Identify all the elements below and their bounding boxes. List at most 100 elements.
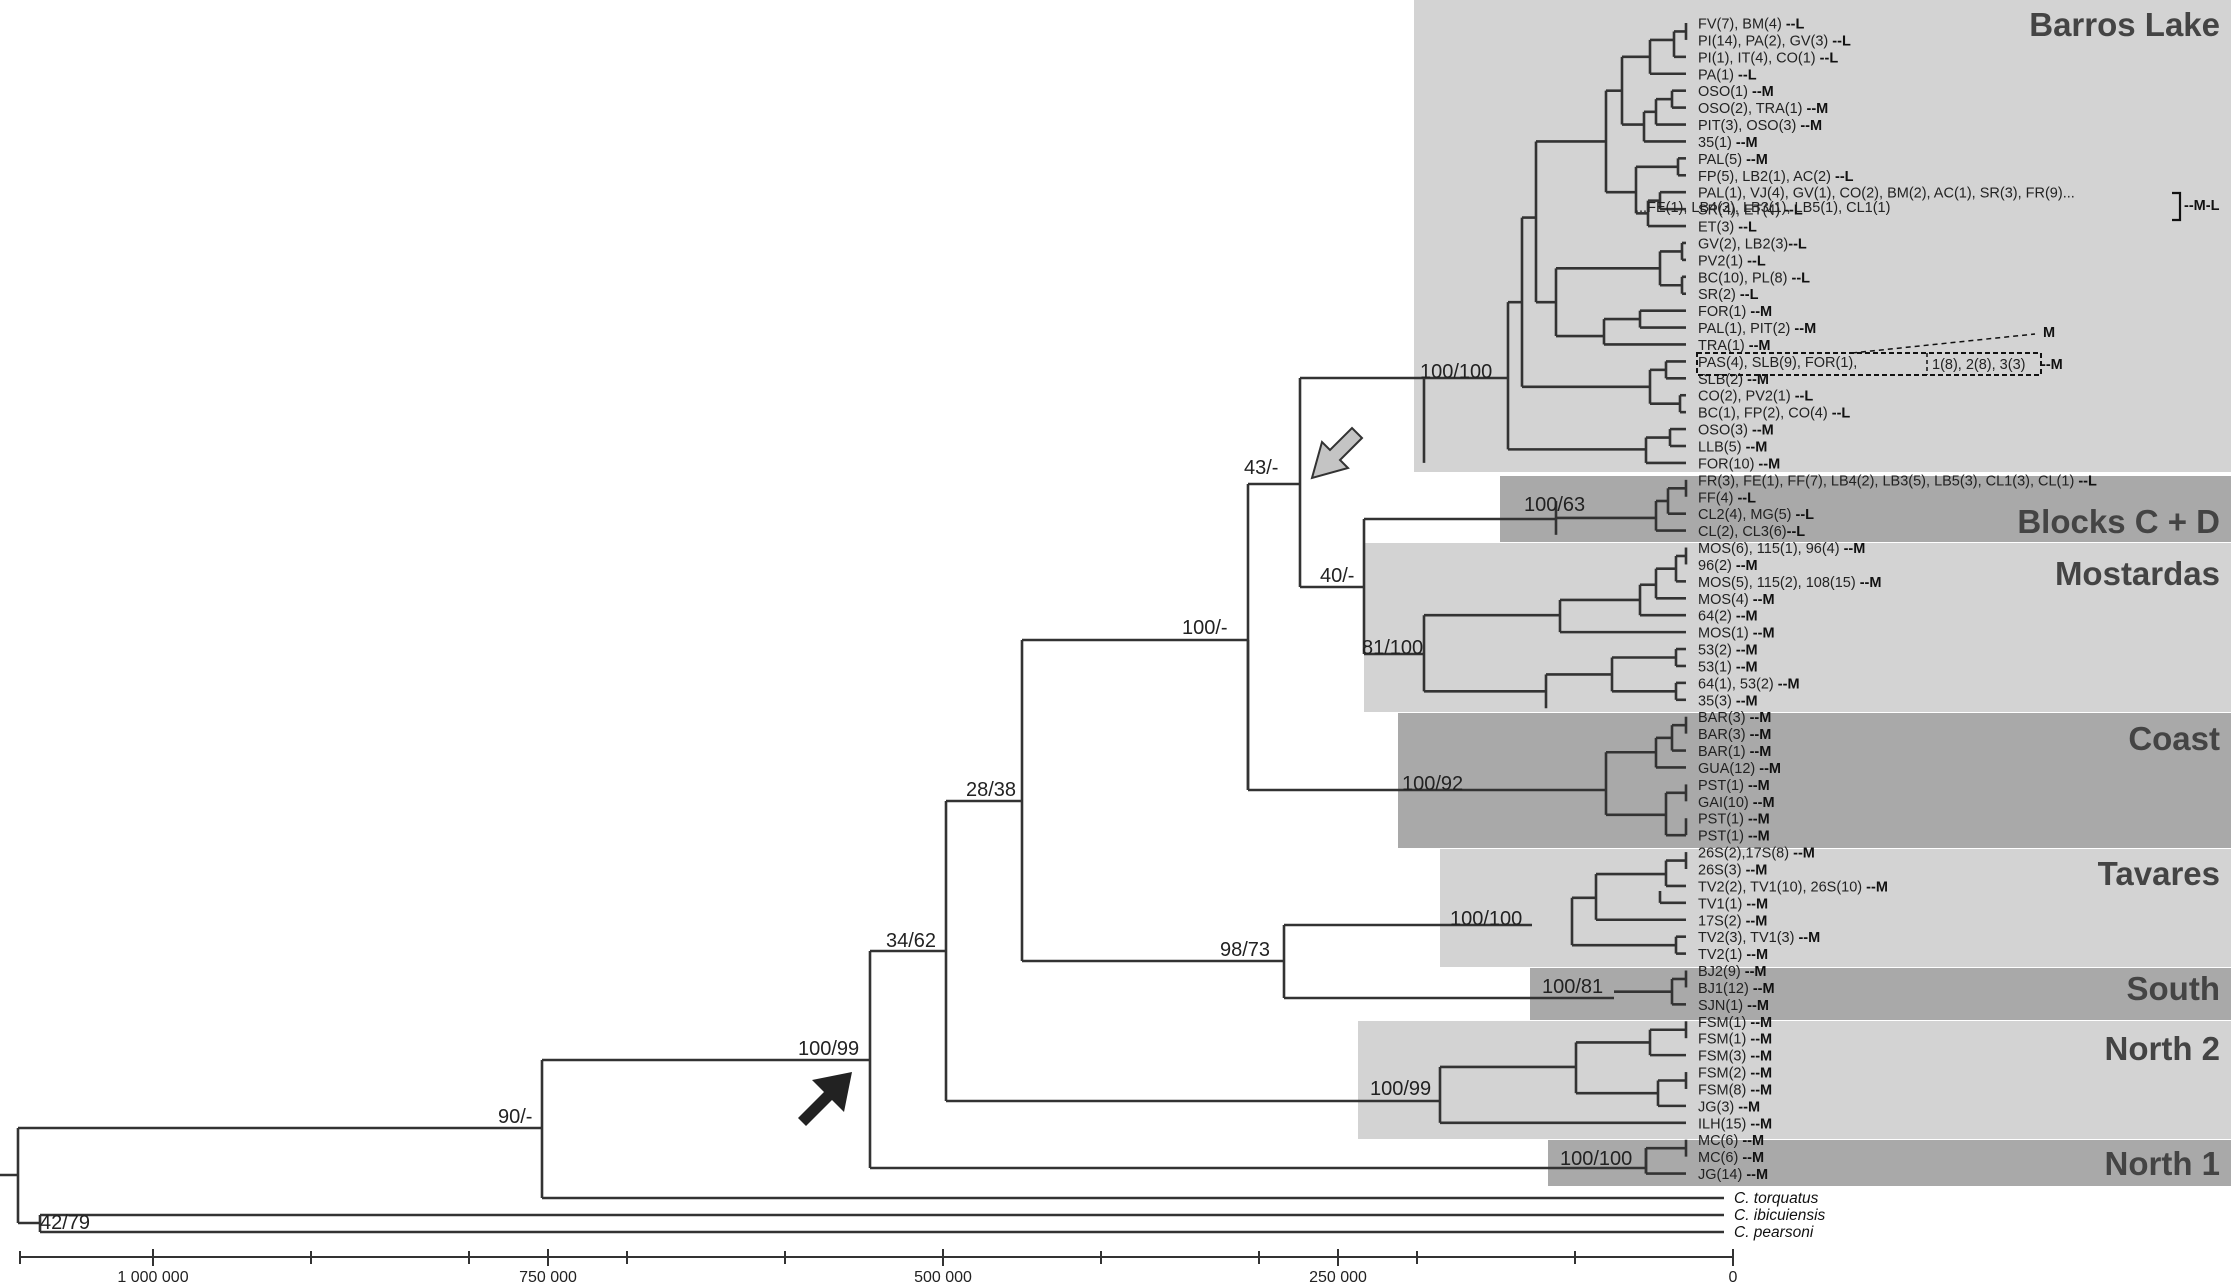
leaf-label: SR(2) --L: [1698, 287, 1759, 303]
clade-label-barros: Barros Lake: [2029, 6, 2220, 43]
clade-label-south: South: [2127, 970, 2220, 1007]
leaf-label: FOR(10) --M: [1698, 456, 1780, 472]
time-axis: 1 000 000 750 000 500 000 250 000 0: [19, 1249, 1738, 1284]
gray-arrow-icon: [1310, 426, 1364, 480]
leaf-label: ILH(15) --M: [1698, 1116, 1772, 1132]
pas-continuation: 1(8), 2(8), 3(3): [1932, 357, 2025, 373]
clade-band-south: [1530, 968, 2231, 1020]
leaf-label: PIT(3), OSO(3) --M: [1698, 118, 1822, 134]
clade-band-mostardas: [1364, 543, 2231, 712]
leaf-label: PA(1) --L: [1698, 67, 1757, 83]
leaf-label: TV1(1) --M: [1698, 896, 1768, 912]
leaf-label: 64(1), 53(2) --M: [1698, 676, 1800, 692]
support-coast: 100/92: [1402, 773, 1463, 795]
leaf-label: ET(3) --L: [1698, 220, 1757, 236]
clade-band-blocks: [1500, 476, 2231, 542]
leaf-label: FSM(1) --M: [1698, 1015, 1772, 1031]
support-blocks: 100/63: [1524, 494, 1585, 516]
leaf-label: LLB(5) --M: [1698, 440, 1767, 456]
pas-suffix: --M: [2041, 357, 2063, 373]
clade-label-tavares: Tavares: [2098, 855, 2220, 892]
leaf-label: JG(3) --M: [1698, 1099, 1760, 1115]
leaf-label: TRA(1) --M: [1698, 338, 1771, 354]
clade-band-barros: [1414, 0, 2231, 472]
leaf-label: MC(6) --M: [1698, 1133, 1764, 1149]
support-n34: 34/62: [886, 930, 936, 952]
leaf-label: 17S(2) --M: [1698, 913, 1767, 929]
tree-branches: [0, 23, 1724, 1234]
clade-band-coast: [1398, 713, 2231, 848]
pal-continuation: ...FE(1), LB4(3), LB3(1), LB5(1), CL1(1): [1635, 200, 1890, 216]
tra-label: M: [2043, 325, 2055, 341]
support-tavares: 100/100: [1450, 908, 1522, 930]
clade-label-north2: North 2: [2105, 1030, 2221, 1067]
support-n40: 40/-: [1320, 565, 1354, 587]
leaf-label: FR(3), FE(1), FF(7), LB4(2), LB3(5), LB5…: [1698, 473, 2097, 489]
leaf-label: 35(3) --M: [1698, 693, 1758, 709]
leaf-label: GAI(10) --M: [1698, 795, 1775, 811]
leaf-label: OSO(3) --M: [1698, 423, 1774, 439]
leaf-label: PAL(1), VJ(4), GV(1), CO(2), BM(2), AC(1…: [1698, 186, 2075, 202]
leaf-label: PAS(4), SLB(9), FOR(1),: [1698, 355, 1857, 371]
clade-label-north1: North 1: [2105, 1145, 2221, 1182]
support-n100: 100/-: [1182, 617, 1228, 639]
leaf-label: TV2(1) --M: [1698, 947, 1768, 963]
outgroup-label: C. ibicuiensis: [1734, 1207, 1826, 1224]
leaf-label: SJN(1) --M: [1698, 998, 1769, 1014]
leaf-label: FF(4) --L: [1698, 490, 1756, 506]
tra-dashed-line: [1851, 333, 2036, 354]
clade-band-north2: [1358, 1021, 2231, 1139]
leaf-label: FP(5), LB2(1), AC(2) --L: [1698, 169, 1854, 185]
axis-tick-label: 750 000: [519, 1269, 577, 1284]
leaf-label: GUA(12) --M: [1698, 761, 1781, 777]
support-n98: 98/73: [1220, 939, 1270, 961]
pal-bracket: [2172, 191, 2182, 222]
leaf-label: 26S(2),17S(8) --M: [1698, 846, 1815, 862]
leaf-label: BAR(3) --M: [1698, 727, 1771, 743]
leaf-label: TV2(2), TV1(10), 26S(10) --M: [1698, 879, 1888, 895]
leaf-label: PST(1) --M: [1698, 812, 1770, 828]
support-south: 100/81: [1542, 976, 1603, 998]
clade-label-blocks: Blocks C + D: [2017, 503, 2220, 540]
leaf-label: FV(7), BM(4) --L: [1698, 17, 1804, 33]
leaf-label: 35(1) --M: [1698, 135, 1758, 151]
clade-label-mostardas: Mostardas: [2055, 555, 2220, 592]
leaf-label: FOR(1) --M: [1698, 304, 1772, 320]
support-n90: 90/-: [498, 1106, 532, 1128]
support-n100b: 100/99: [798, 1038, 859, 1060]
leaf-label: JG(14) --M: [1698, 1167, 1768, 1183]
axis-tick-label: 0: [1729, 1269, 1738, 1284]
leaf-label: CL2(4), MG(5) --L: [1698, 507, 1814, 523]
leaf-label: 26S(3) --M: [1698, 863, 1767, 879]
leaf-label: PST(1) --M: [1698, 829, 1770, 845]
leaf-label: 53(1) --M: [1698, 659, 1758, 675]
leaf-label: PAL(1), PIT(2) --M: [1698, 321, 1816, 337]
leaf-label: TV2(3), TV1(3) --M: [1698, 930, 1820, 946]
pas-dashed-box: [1696, 352, 2042, 376]
axis-tick-label: 1 000 000: [117, 1269, 188, 1284]
leaf-label: CO(2), PV2(1) --L: [1698, 389, 1813, 405]
leaf-label: MOS(4) --M: [1698, 592, 1775, 608]
leaf-label: FSM(3) --M: [1698, 1049, 1772, 1065]
leaf-label: BJ2(9) --M: [1698, 964, 1767, 980]
support-n28: 28/38: [966, 779, 1016, 801]
leaf-label: FSM(1) --M: [1698, 1032, 1772, 1048]
axis-tick-label: 500 000: [914, 1269, 972, 1284]
leaf-label: PI(14), PA(2), GV(3) --L: [1698, 33, 1851, 49]
support-north1: 100/100: [1560, 1148, 1632, 1170]
leaf-label: MC(6) --M: [1698, 1150, 1764, 1166]
annotations: ...FE(1), LB4(3), LB3(1), LB5(1), CL1(1)…: [1635, 191, 2220, 376]
outgroup-label: C. torquatus: [1734, 1190, 1819, 1207]
leaf-label: SR(4), ET(4) --L: [1698, 203, 1803, 219]
support-north2: 100/99: [1370, 1078, 1431, 1100]
leaf-label: BAR(3) --M: [1698, 710, 1771, 726]
leaf-label: 96(2) --M: [1698, 558, 1758, 574]
support-n42: 42/79: [40, 1212, 90, 1234]
leaf-label: BJ1(12) --M: [1698, 981, 1775, 997]
leaf-label: OSO(2), TRA(1) --M: [1698, 101, 1828, 117]
support-values: 100/100 100/63 81/100 100/92 100/100 100/81 10…: [40, 361, 1632, 1234]
leaf-label: MOS(1) --M: [1698, 626, 1775, 642]
leaf-label: 64(2) --M: [1698, 609, 1758, 625]
leaf-label: PST(1) --M: [1698, 778, 1770, 794]
